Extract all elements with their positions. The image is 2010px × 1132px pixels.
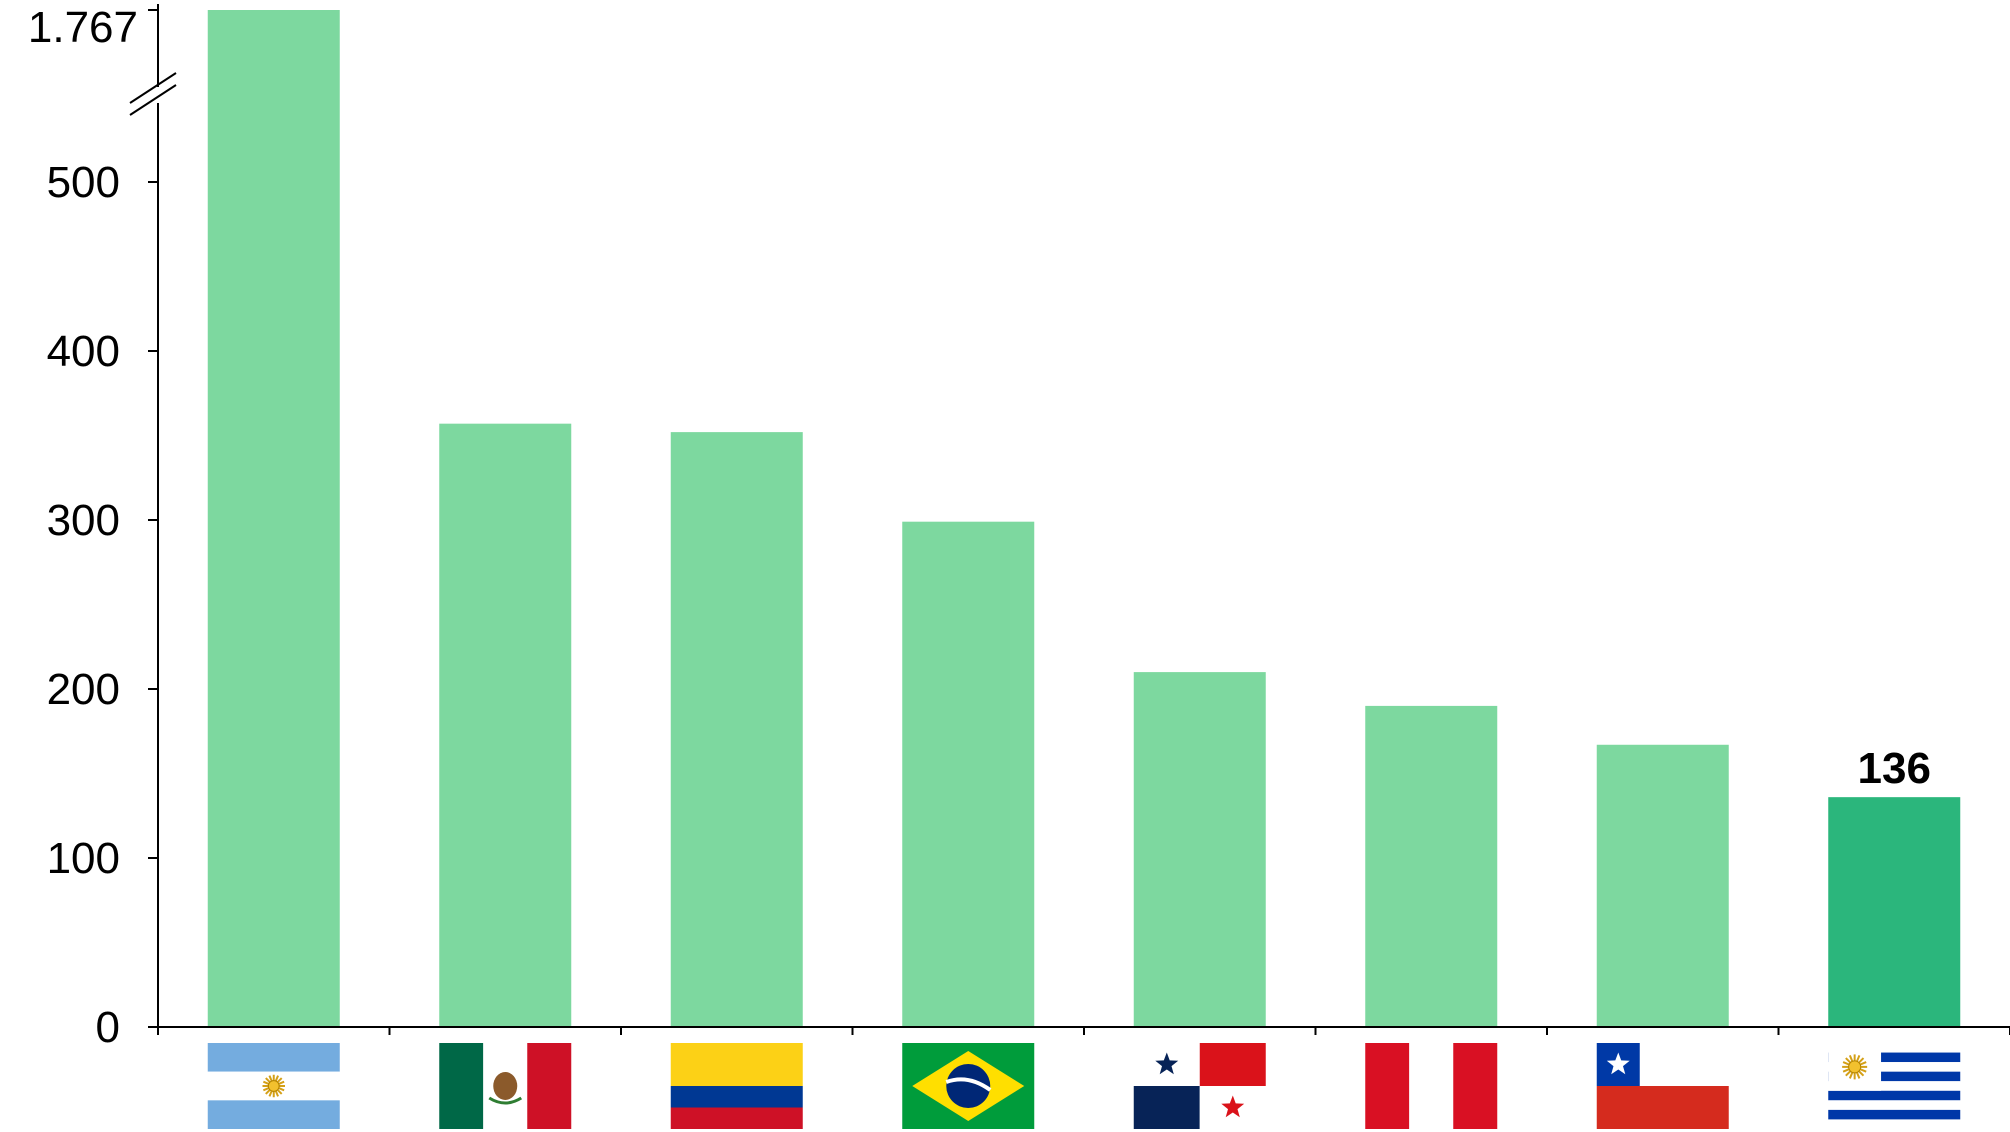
sun-disc (267, 1080, 280, 1092)
sun-ray (1845, 1057, 1852, 1064)
stripe (1828, 1090, 1961, 1101)
sun-ray (1858, 1057, 1865, 1064)
axis-break-mark-2 (129, 84, 177, 116)
sun-ray (268, 1090, 273, 1097)
stripe (207, 1043, 340, 1072)
uruguay-flag-icon (1828, 1043, 1961, 1129)
stripe (1828, 1071, 1961, 1082)
stripe (1596, 1086, 1729, 1129)
chile-flag-icon (1596, 1043, 1729, 1129)
stripe (670, 1043, 803, 1086)
quarter (1199, 1043, 1266, 1086)
blue-star-icon (1155, 1052, 1179, 1075)
sun-ray (1842, 1061, 1850, 1066)
sun-ray (1848, 1054, 1854, 1062)
bar-mexico (439, 423, 572, 1027)
stripe (1365, 1043, 1410, 1129)
eagle-emblem-icon (493, 1072, 518, 1100)
bars-layer (207, 10, 1961, 1027)
y-tick-label: 100 (47, 834, 120, 883)
colombia-flag-icon (670, 1043, 803, 1129)
peru-flag-icon (1365, 1043, 1498, 1129)
sun-ray (268, 1075, 273, 1082)
stripe (1828, 1081, 1961, 1091)
stripe (1828, 1109, 1961, 1120)
stripe (1453, 1043, 1498, 1129)
stripe (527, 1043, 572, 1129)
sun-ray (278, 1087, 285, 1092)
white-star-icon (1606, 1052, 1630, 1075)
sun-ray (1856, 1054, 1861, 1062)
y-tick-label: 0 (96, 1003, 120, 1052)
band (945, 1077, 992, 1092)
stripe (670, 1086, 803, 1108)
sun-ray (274, 1075, 279, 1082)
sun-icon (262, 1074, 285, 1098)
wreath-icon (488, 1096, 523, 1105)
sun-ray (1845, 1070, 1852, 1077)
sun-ray (1842, 1068, 1850, 1073)
argentina-flag-icon (207, 1043, 340, 1129)
sun-ray (1858, 1070, 1865, 1077)
sun-ray (1859, 1068, 1867, 1073)
axis-break-mark-1 (129, 72, 177, 104)
quarter (1133, 1086, 1200, 1129)
sun-ray (278, 1080, 285, 1085)
red-star-icon (1221, 1095, 1245, 1118)
stripe (1828, 1043, 1961, 1053)
sun-ray (1859, 1061, 1867, 1066)
stripe (1409, 1043, 1454, 1129)
stripe (1828, 1100, 1961, 1110)
globe-icon (946, 1064, 991, 1108)
data-labels-layer: 136 (1858, 744, 1931, 793)
stripe (439, 1043, 484, 1129)
sun-ray (265, 1089, 271, 1095)
stripe (670, 1107, 803, 1129)
stripe (1828, 1119, 1961, 1129)
data-label-uruguay: 136 (1858, 744, 1931, 793)
stripe (1828, 1052, 1961, 1063)
sun-ray (1856, 1072, 1861, 1079)
stripe (1828, 1062, 1961, 1072)
bar-brazil (902, 521, 1035, 1027)
axes-layer (129, 4, 2010, 1035)
y-tick-label: 300 (47, 496, 120, 545)
y-ticks-layer: 0 100 200 300 400 500 1.767 (28, 3, 158, 1052)
sun-ray (276, 1077, 283, 1083)
bar-colombia (670, 432, 803, 1027)
y-tick-label: 500 (47, 158, 120, 207)
brazil-flag-icon (902, 1043, 1035, 1129)
stripe (207, 1100, 340, 1129)
sun-ray (1848, 1072, 1854, 1079)
bar-uruguay (1828, 797, 1961, 1027)
sun-ray (274, 1090, 279, 1097)
y-tick-label: 200 (47, 665, 120, 714)
bar-chile (1596, 744, 1729, 1027)
y-tick-label: 400 (47, 327, 120, 376)
sun-ray (262, 1087, 270, 1092)
sun-icon (1842, 1054, 1868, 1080)
sun-ray (262, 1080, 270, 1085)
y-tick-label-break-top: 1.767 (28, 3, 138, 52)
bar-peru (1365, 705, 1498, 1027)
sun-ray (276, 1089, 283, 1095)
panama-flag-icon (1133, 1043, 1266, 1129)
bar-argentina (207, 10, 340, 1027)
sun-ray (265, 1077, 271, 1083)
sun-disc (1848, 1060, 1862, 1074)
bar-panama (1133, 672, 1266, 1027)
category-flags-layer (207, 1043, 1961, 1129)
mexico-flag-icon (439, 1043, 572, 1129)
